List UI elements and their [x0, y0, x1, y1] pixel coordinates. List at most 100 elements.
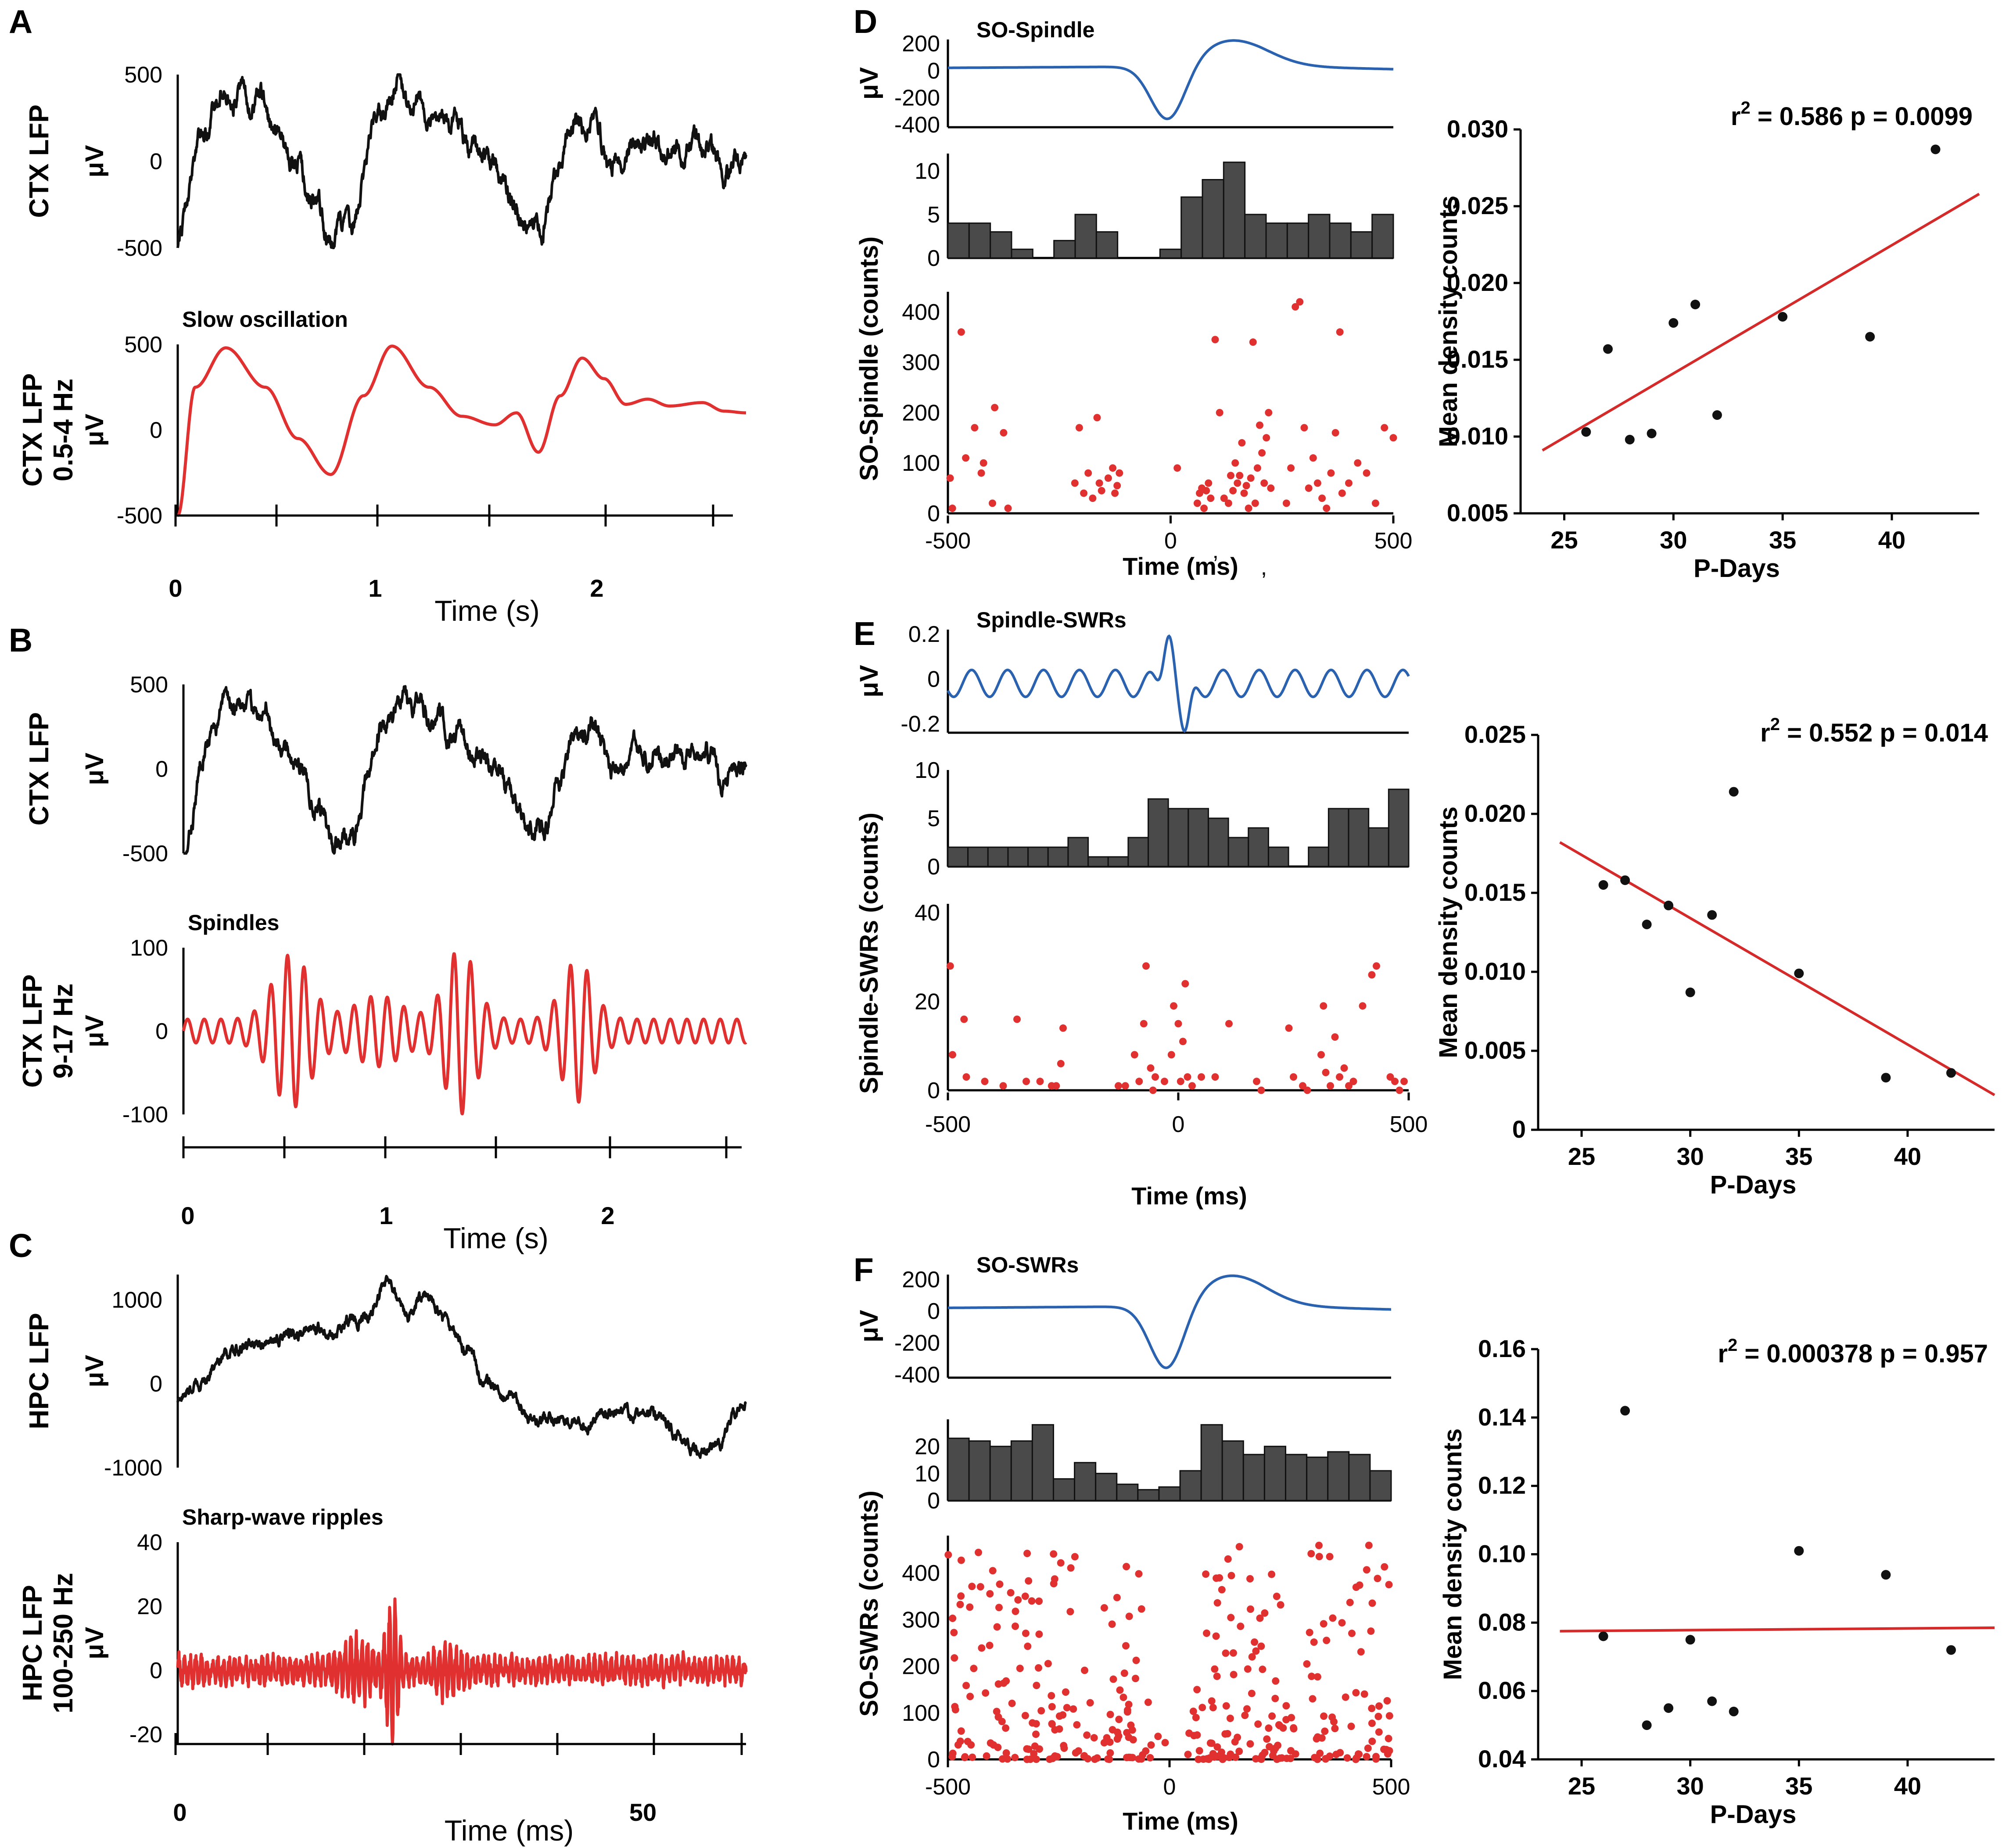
- raster-point: [949, 1051, 956, 1059]
- raster-point: [1276, 1722, 1284, 1730]
- raster-point: [957, 328, 965, 336]
- raster-point: [1259, 1751, 1266, 1759]
- raster-point: [1184, 1751, 1192, 1758]
- raster-point: [1193, 499, 1201, 507]
- scatter-point: [1778, 312, 1788, 322]
- raster-point: [1147, 1064, 1155, 1072]
- raster-point: [1368, 971, 1376, 979]
- y-tick-label: 500: [130, 672, 168, 698]
- x-tick-label: 30: [1677, 1142, 1704, 1170]
- raster-point: [1336, 328, 1344, 336]
- average-waveform-E: [947, 634, 1410, 733]
- y-tick-label: 500: [124, 332, 162, 358]
- x-tick-label: 25: [1568, 1142, 1595, 1170]
- raster-point: [1063, 1704, 1071, 1712]
- raster-point: [1236, 472, 1244, 480]
- histogram-bar: [1263, 1446, 1287, 1501]
- raster-point: [1213, 1574, 1220, 1582]
- raster-point: [1237, 1622, 1245, 1630]
- raster-point: [1227, 1750, 1234, 1758]
- raster-point: [989, 1567, 997, 1575]
- y-tick-label: 0: [155, 1019, 168, 1044]
- histogram-bar: [989, 1446, 1012, 1501]
- trace-title: Spindles: [188, 910, 279, 935]
- y-tick-label: 200: [902, 31, 940, 57]
- histogram-bar: [947, 222, 970, 259]
- raster-point: [1046, 1755, 1054, 1763]
- raster-point: [1028, 1597, 1036, 1605]
- histogram-bar: [1167, 808, 1189, 867]
- x-tick-label: -500: [925, 1112, 971, 1137]
- y-tick-label: 200: [902, 400, 940, 426]
- r-label: r: [1718, 1339, 1728, 1368]
- raster-point: [1137, 1605, 1145, 1613]
- raster-point: [1142, 962, 1150, 970]
- raster-point: [1276, 1754, 1284, 1762]
- raster-point: [1248, 1690, 1256, 1698]
- raster-point: [1123, 1563, 1130, 1571]
- raster-point: [1251, 499, 1259, 507]
- raster-point: [1109, 464, 1117, 472]
- histogram-bar: [1207, 817, 1229, 867]
- y-tick-label: 0.06: [1478, 1676, 1526, 1704]
- lfp-trace-C-1: [176, 1597, 748, 1746]
- raster-point: [1391, 1078, 1399, 1085]
- y-tick-label: -100: [122, 1102, 168, 1128]
- raster-point: [1266, 1743, 1274, 1751]
- raster-point: [1349, 1078, 1357, 1085]
- raster-point: [1309, 1695, 1317, 1703]
- unit-label: μV: [80, 1015, 109, 1047]
- raster-point: [1381, 1563, 1388, 1571]
- raster-point: [1290, 1073, 1297, 1081]
- panel-label-B: B: [9, 622, 32, 659]
- panel-title-D: SO-Spindle: [976, 18, 1094, 42]
- y-tick-label: 0.010: [1464, 957, 1526, 985]
- stat-annotation: r2 = 0.552 p = 0.014: [1760, 715, 1988, 747]
- y-tick-label: 0.010: [1447, 422, 1508, 450]
- raster-point: [1372, 1755, 1380, 1763]
- raster-point: [1365, 1541, 1373, 1549]
- raster-point: [1188, 1082, 1196, 1090]
- y-tick-label: 500: [124, 62, 162, 88]
- y-tick-label: 10: [915, 159, 940, 184]
- raster-point: [1084, 469, 1092, 477]
- histogram-bar: [1031, 1424, 1054, 1501]
- raster-point: [1012, 1608, 1019, 1615]
- raster-point: [1338, 1619, 1346, 1627]
- raster-point: [1389, 434, 1397, 442]
- raster-point: [1213, 1599, 1221, 1607]
- raster-point: [1223, 1730, 1231, 1737]
- histogram-bar: [1007, 846, 1029, 867]
- raster-point: [1202, 487, 1210, 494]
- x-tick-label: 35: [1785, 1142, 1812, 1170]
- scatter-point: [1881, 1570, 1891, 1580]
- raster-point: [957, 1556, 965, 1564]
- x-axis-title: P-Days: [1710, 1800, 1797, 1829]
- average-waveform-F: [948, 1274, 1391, 1369]
- raster-point: [989, 499, 996, 507]
- y-tick-label: 0: [927, 58, 940, 84]
- raster-point: [1227, 1614, 1235, 1622]
- raster-point: [1338, 489, 1346, 497]
- raster-point: [1002, 1724, 1010, 1732]
- raster-point: [1211, 336, 1219, 344]
- raster-point: [1267, 484, 1275, 492]
- histogram-bar: [1267, 846, 1289, 867]
- y-tick-label: -1000: [104, 1455, 162, 1481]
- y-tick-label: -200: [894, 85, 940, 111]
- raster-point: [999, 1082, 1007, 1090]
- raster-point: [1229, 1649, 1237, 1657]
- x-tick-label: 25: [1568, 1772, 1595, 1800]
- raster-point: [1348, 1630, 1356, 1637]
- raster-point: [948, 505, 956, 512]
- histogram-bar: [1329, 222, 1352, 259]
- panel-label-E: E: [854, 615, 875, 652]
- raster-point: [986, 1590, 994, 1598]
- raster-point: [1050, 1550, 1058, 1558]
- raster-point: [1012, 1622, 1019, 1630]
- y-tick-label: 0: [150, 1372, 162, 1397]
- raster-point: [1346, 1598, 1354, 1606]
- raster-point: [1025, 1577, 1033, 1585]
- raster-point: [1130, 1051, 1138, 1059]
- raster-point: [1161, 1739, 1169, 1747]
